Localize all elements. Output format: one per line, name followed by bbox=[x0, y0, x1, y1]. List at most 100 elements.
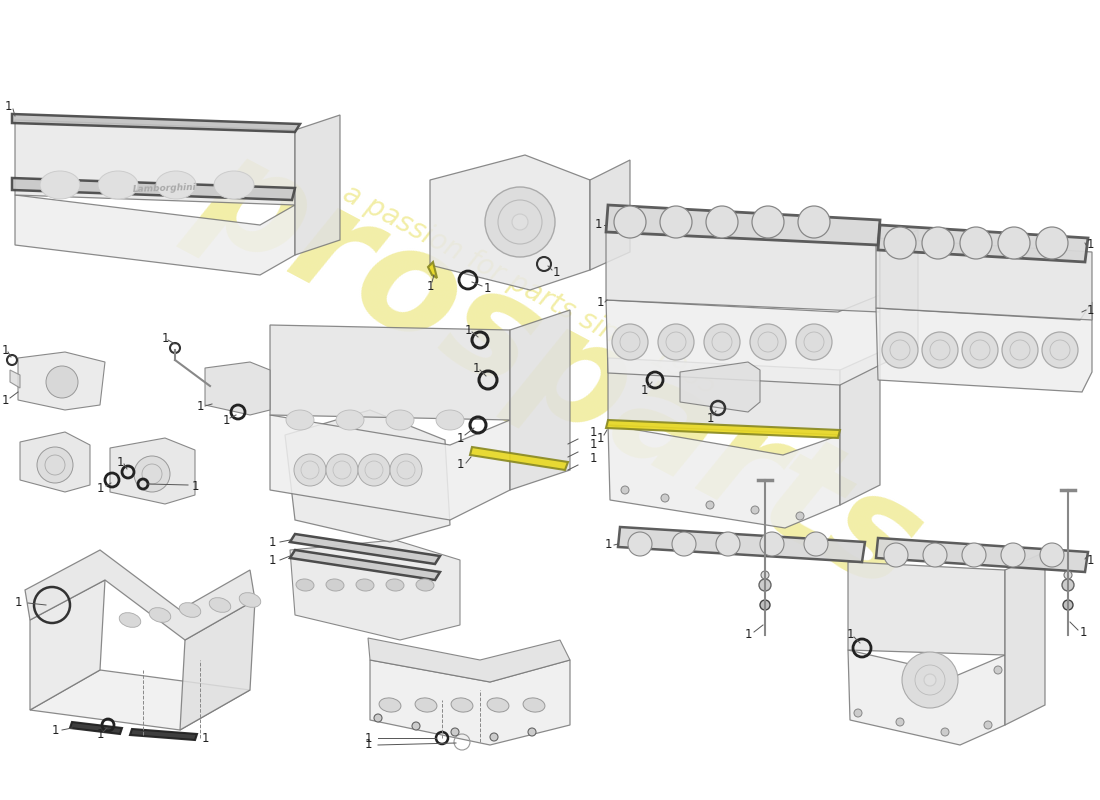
Text: 1: 1 bbox=[456, 431, 464, 445]
Circle shape bbox=[962, 543, 986, 567]
Circle shape bbox=[294, 454, 326, 486]
Circle shape bbox=[798, 206, 830, 238]
Text: 1: 1 bbox=[268, 535, 276, 549]
Circle shape bbox=[902, 652, 958, 708]
Circle shape bbox=[658, 324, 694, 360]
Polygon shape bbox=[876, 238, 1092, 320]
Ellipse shape bbox=[487, 698, 509, 712]
Text: 1: 1 bbox=[4, 101, 12, 114]
Text: 1: 1 bbox=[590, 451, 596, 465]
Text: 1: 1 bbox=[52, 723, 58, 737]
Text: 1: 1 bbox=[1087, 238, 1093, 251]
Ellipse shape bbox=[436, 410, 464, 430]
Ellipse shape bbox=[150, 608, 170, 622]
Circle shape bbox=[134, 456, 170, 492]
Circle shape bbox=[760, 532, 784, 556]
Polygon shape bbox=[430, 155, 590, 290]
Ellipse shape bbox=[379, 698, 400, 712]
Circle shape bbox=[854, 709, 862, 717]
Polygon shape bbox=[25, 550, 255, 640]
Ellipse shape bbox=[356, 579, 374, 591]
Circle shape bbox=[612, 324, 648, 360]
Polygon shape bbox=[70, 722, 122, 734]
Circle shape bbox=[796, 324, 832, 360]
Text: 1: 1 bbox=[596, 295, 604, 309]
Circle shape bbox=[706, 501, 714, 509]
Circle shape bbox=[752, 206, 784, 238]
Circle shape bbox=[1042, 332, 1078, 368]
Circle shape bbox=[796, 512, 804, 520]
Polygon shape bbox=[876, 538, 1088, 572]
Circle shape bbox=[994, 666, 1002, 674]
Circle shape bbox=[716, 532, 740, 556]
Circle shape bbox=[628, 532, 652, 556]
Circle shape bbox=[390, 454, 422, 486]
Polygon shape bbox=[295, 115, 340, 255]
Polygon shape bbox=[15, 120, 295, 205]
Text: 1: 1 bbox=[364, 731, 372, 745]
Text: 1: 1 bbox=[222, 414, 230, 426]
Circle shape bbox=[1063, 600, 1072, 610]
Polygon shape bbox=[110, 438, 195, 504]
Text: 1: 1 bbox=[596, 431, 604, 445]
Polygon shape bbox=[848, 650, 1005, 745]
Circle shape bbox=[660, 206, 692, 238]
Text: 1: 1 bbox=[201, 731, 209, 745]
Text: 1: 1 bbox=[162, 331, 168, 345]
Polygon shape bbox=[680, 362, 760, 412]
Polygon shape bbox=[18, 352, 104, 410]
Text: 1: 1 bbox=[590, 426, 596, 438]
Circle shape bbox=[984, 721, 992, 729]
Ellipse shape bbox=[451, 698, 473, 712]
Ellipse shape bbox=[179, 602, 201, 618]
Text: 1: 1 bbox=[14, 597, 22, 610]
Polygon shape bbox=[876, 302, 1092, 392]
Ellipse shape bbox=[296, 579, 314, 591]
Ellipse shape bbox=[336, 410, 364, 430]
Text: 1: 1 bbox=[552, 266, 560, 278]
Polygon shape bbox=[1005, 552, 1045, 725]
Circle shape bbox=[374, 714, 382, 722]
Circle shape bbox=[750, 324, 786, 360]
Polygon shape bbox=[590, 160, 630, 270]
Text: 1: 1 bbox=[594, 218, 602, 231]
Ellipse shape bbox=[386, 579, 404, 591]
Circle shape bbox=[704, 324, 740, 360]
Text: prosparts: prosparts bbox=[176, 121, 944, 619]
Circle shape bbox=[1036, 227, 1068, 259]
Polygon shape bbox=[618, 527, 865, 562]
Ellipse shape bbox=[386, 410, 414, 430]
Polygon shape bbox=[290, 534, 440, 564]
Polygon shape bbox=[428, 262, 437, 278]
Polygon shape bbox=[606, 205, 880, 245]
Polygon shape bbox=[20, 432, 90, 492]
Circle shape bbox=[451, 728, 459, 736]
Text: 1: 1 bbox=[1087, 303, 1093, 317]
Circle shape bbox=[804, 532, 828, 556]
Text: 1: 1 bbox=[706, 411, 714, 425]
Ellipse shape bbox=[239, 593, 261, 607]
Ellipse shape bbox=[156, 171, 196, 199]
Polygon shape bbox=[510, 310, 570, 490]
Text: 1: 1 bbox=[427, 281, 433, 294]
Circle shape bbox=[528, 728, 536, 736]
Polygon shape bbox=[12, 178, 295, 200]
Ellipse shape bbox=[40, 171, 80, 199]
Text: 1: 1 bbox=[97, 729, 103, 742]
Circle shape bbox=[962, 332, 998, 368]
Polygon shape bbox=[12, 114, 300, 132]
Text: 1: 1 bbox=[745, 629, 751, 642]
Polygon shape bbox=[15, 195, 295, 275]
Circle shape bbox=[706, 206, 738, 238]
Circle shape bbox=[1001, 543, 1025, 567]
Circle shape bbox=[621, 486, 629, 494]
Ellipse shape bbox=[286, 410, 313, 430]
Circle shape bbox=[490, 733, 498, 741]
Text: 1: 1 bbox=[590, 438, 596, 451]
Polygon shape bbox=[606, 230, 880, 312]
Polygon shape bbox=[368, 638, 570, 682]
Polygon shape bbox=[840, 352, 880, 505]
Circle shape bbox=[1064, 571, 1072, 579]
Circle shape bbox=[661, 494, 669, 502]
Text: 1: 1 bbox=[604, 538, 612, 551]
